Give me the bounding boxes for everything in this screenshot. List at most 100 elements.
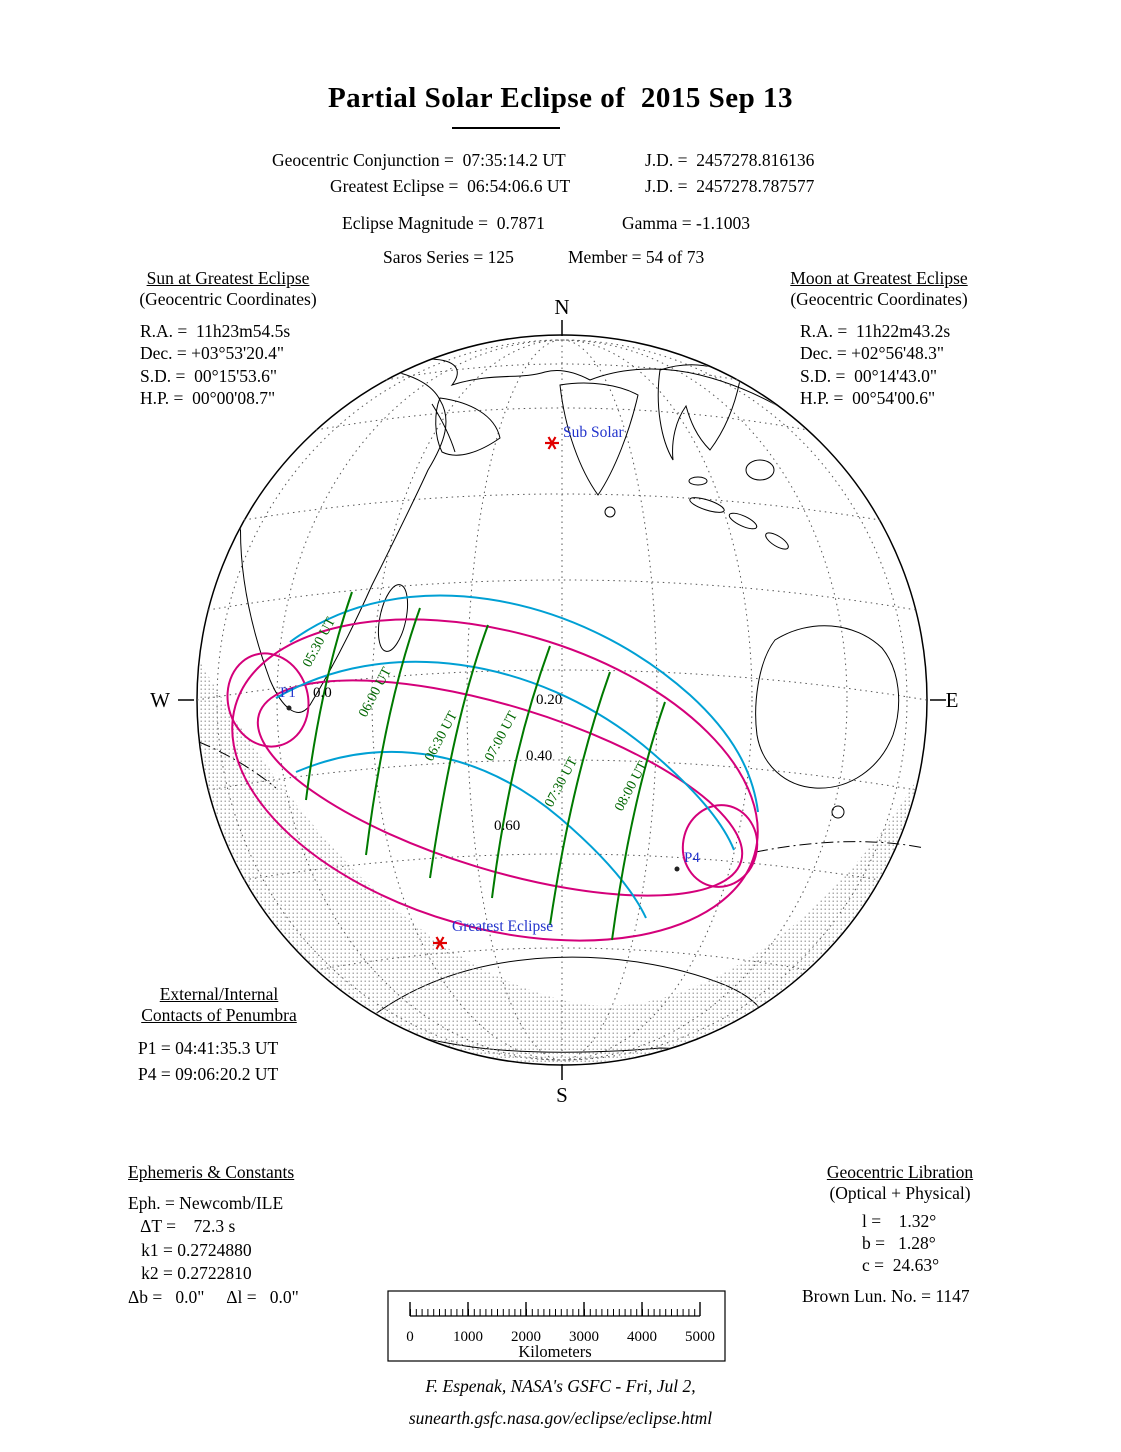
sun-panel-values: R.A. = 11h23m54.5s Dec. = +03°53'20.4" S… (140, 320, 290, 409)
penumbra-first-contact-loop (226, 652, 310, 748)
scale-tick-label: 2000 (511, 1329, 541, 1345)
k2-value: k2 = 0.2722810 (128, 1263, 252, 1284)
marker-line (547, 436, 557, 450)
p4-point (674, 866, 680, 872)
compass-ticks (178, 320, 946, 1080)
scale-unit-label: Kilometers (518, 1342, 591, 1361)
sub-solar-label: Sub Solar (563, 424, 625, 441)
time-contour-0600 (365, 607, 421, 856)
libration-c-value: c = 24.63° (862, 1255, 940, 1275)
contacts-panel-values: P1 = 04:41:35.3 UT P4 = 09:06:20.2 UT (138, 1036, 278, 1087)
footer-credit-line: F. Espenak, NASA's GSFC - Fri, Jul 2, (425, 1376, 696, 1396)
contacts-panel-title-line2: Contacts of Penumbra (141, 1005, 297, 1025)
scale-tick-label: 1000 (453, 1329, 483, 1345)
coastline-sri-lanka (604, 506, 616, 518)
gamma-value: Gamma = -1.1003 (622, 213, 750, 233)
p1-point (286, 705, 292, 711)
eclipse-magnitude-value: Eclipse Magnitude = 0.7871 (342, 213, 545, 233)
coastline-indonesia (765, 532, 789, 550)
magnitude-contours (275, 594, 759, 919)
sun-panel-subtitle: (Geocentric Coordinates) (139, 289, 317, 309)
penumbra-outer-envelope (231, 618, 759, 942)
magnitude-contour-060 (295, 750, 647, 919)
sub-solar-marker-icon (545, 436, 559, 450)
p4-contact-time: P4 = 09:06:20.2 UT (138, 1063, 279, 1084)
ecliptic-line (198, 741, 925, 853)
greatest-eclipse-jd-value: J.D. = 2457278.787577 (645, 176, 815, 196)
ephemeris-source: Eph. = Newcomb/ILE (128, 1193, 284, 1213)
magnitude-label-020: 0.20 (536, 692, 562, 708)
time-contours (305, 591, 666, 941)
contacts-panel-title-line1: External/Internal (159, 984, 279, 1004)
libration-panel-values: l = 1.32° b = 1.28° c = 24.63° (862, 1210, 939, 1276)
graticule-meridian (466, 339, 658, 1061)
sun-hp-value: H.P. = 00°00'08.7" (140, 387, 276, 408)
coastline-red-sea (431, 403, 456, 453)
sun-panel-title: Sun at Greatest Eclipse (146, 268, 310, 288)
greatest-eclipse-time-value: Greatest Eclipse = 06:54:06.6 UT (330, 176, 571, 196)
moon-sd-value: S.D. = 00°14'43.0" (800, 365, 938, 386)
time-contour-0530 (305, 591, 353, 801)
compass-east-label: E (946, 688, 959, 712)
coastline-australia (755, 625, 900, 789)
footer-url-line: sunearth.gsfc.nasa.gov/eclipse/eclipse.h… (408, 1408, 713, 1428)
compass-south-label: S (556, 1083, 568, 1107)
coastline-japan (841, 419, 879, 463)
compass-west-label: W (150, 688, 170, 712)
greatest-eclipse-label: Greatest Eclipse (452, 918, 553, 935)
p1-label: P1 (280, 685, 296, 701)
graticule-meridian (216, 339, 908, 1061)
time-contour-0800 (611, 701, 666, 941)
p1-contact-time: P1 = 04:41:35.3 UT (138, 1038, 279, 1058)
magnitude-label-060: 0.60 (494, 818, 520, 834)
magnitude-contour-040 (275, 660, 735, 851)
greatest-eclipse-marker-icon (433, 936, 447, 950)
moon-panel-values: R.A. = 11h22m43.2s Dec. = +02°56'48.3" S… (800, 320, 950, 409)
delta-t-value: ΔT = 72.3 s (128, 1216, 236, 1237)
scale-tick-label: 4000 (627, 1329, 657, 1345)
time-contour-0700 (491, 645, 551, 899)
k1-value: k1 = 0.2724880 (128, 1239, 252, 1260)
coastline-arabia (435, 397, 501, 456)
sun-ra-value: R.A. = 11h23m54.5s (140, 321, 291, 341)
ecliptic-segment-east (755, 841, 925, 853)
moon-ra-value: R.A. = 11h22m43.2s (800, 321, 951, 341)
delta-b-l-values: Δb = 0.0" Δl = 0.0" (128, 1286, 299, 1307)
coastline-tasmania (831, 805, 845, 819)
coastline-indonesia (688, 476, 708, 486)
scale-bar-frame (387, 1290, 726, 1362)
p4-label: P4 (684, 850, 700, 866)
libration-b-value: b = 1.28° (862, 1233, 936, 1253)
ecliptic-segment-west (198, 741, 277, 789)
moon-panel-subtitle: (Geocentric Coordinates) (790, 289, 968, 309)
coastline-borneo (745, 459, 775, 481)
coastline-indonesia (689, 497, 725, 513)
zero-contour-label: 0.0 (313, 685, 332, 701)
scale-bar-major-ticks (409, 1302, 701, 1316)
coastline-india (559, 382, 639, 496)
moon-dec-value: Dec. = +02°56'48.3" (800, 343, 944, 364)
graticule-parallel (385, 363, 739, 381)
page-title: Partial Solar Eclipse of 2015 Sep 13 (327, 82, 794, 114)
scale-tick-label: 0 (406, 1329, 414, 1345)
title-underline (452, 127, 560, 129)
moon-panel-title: Moon at Greatest Eclipse (790, 268, 968, 288)
magnitude-label-040: 0.40 (526, 748, 552, 764)
penumbra-inner-envelope (256, 679, 744, 897)
scale-tick-label: 3000 (569, 1329, 599, 1345)
scale-bar: 0 1000 2000 3000 4000 5000 Kilometers (387, 1290, 726, 1362)
compass-north-label: N (554, 295, 569, 319)
conjunction-jd-value: J.D. = 2457278.816136 (645, 150, 815, 170)
scale-tick-label: 5000 (685, 1329, 715, 1345)
ephemeris-panel-title: Ephemeris & Constants (128, 1162, 295, 1182)
graticule-parallel (243, 493, 881, 521)
coastline-madagascar (377, 584, 409, 652)
libration-l-value: l = 1.32° (862, 1211, 937, 1231)
time-contour-0630 (429, 624, 489, 879)
time-contour-0730 (549, 671, 611, 926)
coastline-indonesia (728, 512, 758, 530)
graticule-meridian (276, 339, 848, 1061)
brown-lunation-number: Brown Lun. No. = 1147 (802, 1286, 970, 1306)
